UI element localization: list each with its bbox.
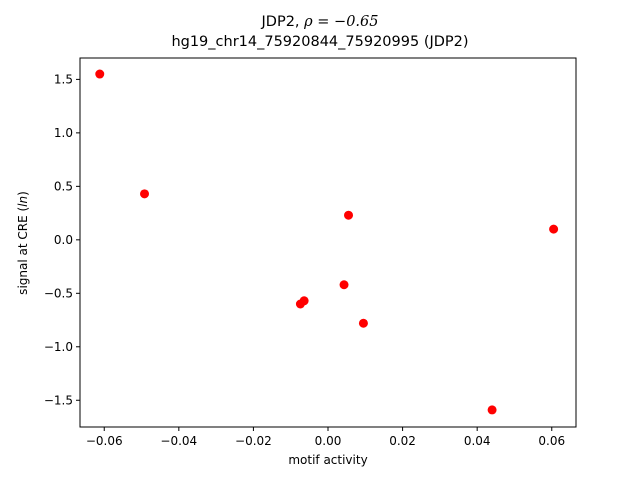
y-tick-label: −1.0 [44, 340, 73, 354]
data-point [140, 189, 150, 199]
y-tick-label: 1.0 [54, 126, 73, 140]
title-rho: ρ = −0.65 [304, 14, 379, 30]
title-prefix: JDP2, [261, 14, 305, 30]
y-tick-label: 1.5 [54, 72, 73, 86]
data-point [549, 224, 559, 234]
y-axis-label: signal at CRE (ln) [16, 173, 30, 313]
x-tick-label: 0.02 [389, 434, 416, 448]
x-tick-label: −0.04 [160, 434, 197, 448]
y-tick-label: 0.5 [54, 179, 73, 193]
y-axis-label-unit: ln [16, 195, 30, 207]
chart-subtitle: hg19_chr14_75920844_75920995 (JDP2) [171, 34, 469, 50]
x-tick-label: 0.00 [315, 434, 342, 448]
chart-title: JDP2, ρ = −0.65 [0, 14, 640, 30]
data-point [487, 405, 497, 415]
axis-ticks: −0.06 −0.04 −0.02 0.00 0.02 0.04 0.06 −1.5 −1.0 −… [44, 72, 565, 448]
y-axis-label-prefix: signal at CRE ( [16, 206, 30, 295]
plot-area-border [79, 57, 577, 428]
x-tick-label: 0.04 [464, 434, 491, 448]
y-tick-label: 0.0 [54, 233, 73, 247]
y-axis-label-suffix: ) [16, 191, 30, 196]
y-tick-label: −0.5 [44, 286, 73, 300]
data-point [295, 299, 305, 309]
data-point [339, 280, 349, 290]
x-axis-label: motif activity [288, 453, 368, 467]
x-tick-label: −0.06 [86, 434, 123, 448]
data-point [95, 69, 105, 79]
axes-frame [79, 57, 577, 428]
data-point [344, 210, 354, 220]
data-points [95, 69, 559, 415]
data-point [358, 318, 368, 328]
y-tick-label: −1.5 [44, 393, 73, 407]
x-tick-label: −0.02 [235, 434, 272, 448]
x-tick-label: 0.06 [538, 434, 565, 448]
